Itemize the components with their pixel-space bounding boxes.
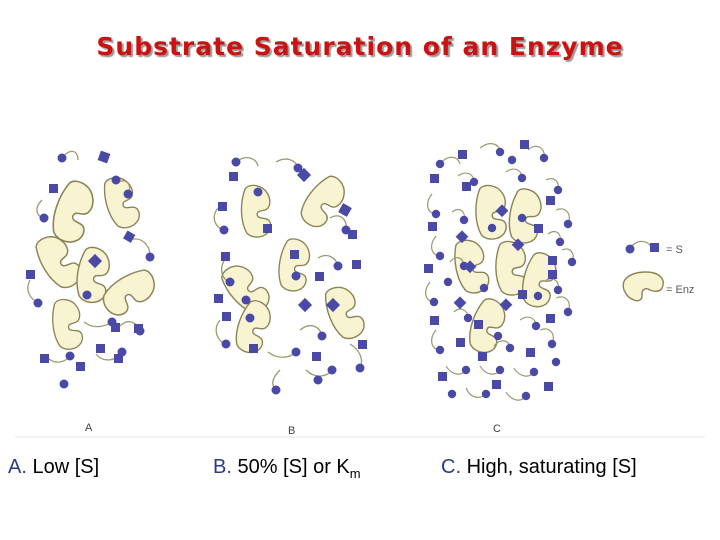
enzyme (50, 297, 85, 352)
slide-title: Substrate Saturation of an Enzyme (96, 32, 624, 61)
caption-b-subscript: m (349, 466, 361, 481)
caption-b: B. 50% [S] or Km (213, 456, 361, 481)
panel-a-diagram: A (26, 150, 162, 434)
substrate-legend-icon (625, 244, 635, 254)
caption-b-text: 50% [S] or K (237, 456, 350, 478)
legend: = S = Enz (622, 240, 694, 302)
caption-c-letter: C. (441, 456, 461, 478)
enzyme-legend-icon (622, 271, 664, 302)
enzyme (319, 281, 369, 344)
caption-a-letter: A. (8, 456, 27, 478)
caption-a-text: Low [S] (32, 456, 100, 478)
caption-c-text: High, saturating [S] (466, 456, 637, 478)
legend-enzyme-label: = Enz (666, 284, 694, 296)
panel-a-label: A (85, 422, 93, 434)
caption-a: A. Low [S] (8, 456, 99, 479)
panel-c-diagram: C (424, 140, 577, 435)
panel-b-label: B (288, 425, 295, 437)
panel-b-diagram: B (213, 156, 369, 437)
caption-c: C. High, saturating [S] (441, 456, 637, 479)
caption-b-letter: B. (213, 456, 232, 478)
legend-substrate-label: = S (666, 244, 683, 256)
enzyme (495, 240, 527, 296)
enzyme (99, 173, 143, 232)
enzyme (274, 236, 314, 294)
panel-c-label: C (493, 423, 501, 435)
